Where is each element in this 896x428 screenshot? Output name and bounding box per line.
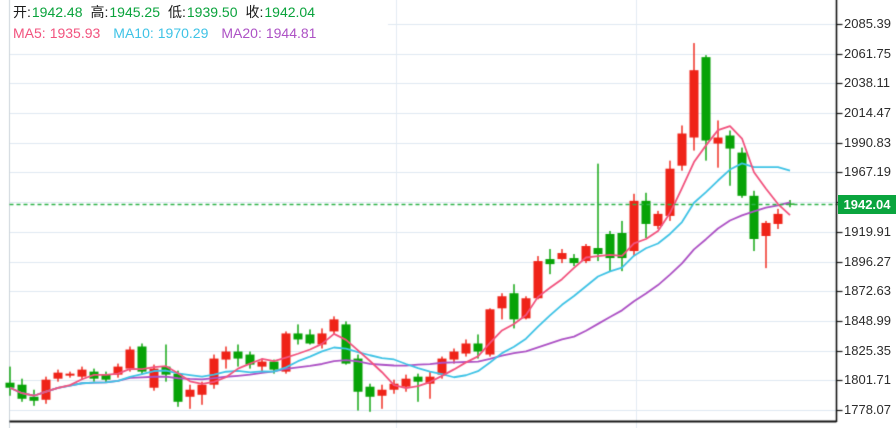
- y-axis-label: 2085.39: [844, 16, 891, 31]
- low-label: 低:: [168, 4, 186, 20]
- ma5-value: 1935.93: [49, 25, 101, 41]
- y-axis-label: 2038.11: [844, 75, 891, 91]
- y-axis-label: 1848.99: [844, 312, 891, 328]
- current-price-tag: 1942.04: [838, 194, 896, 214]
- y-axis-label: 1825.35: [844, 342, 891, 358]
- ohlc-high: 高:1945.25: [91, 3, 161, 21]
- close-label: 收:: [245, 4, 264, 20]
- y-axis-label: 1990.83: [844, 134, 891, 150]
- ma5-legend: MA5: 1935.93: [13, 24, 100, 42]
- ma10-label: MA10:: [113, 25, 154, 41]
- y-axis-label: 2061.75: [844, 45, 891, 61]
- y-axis-label: 2014.47: [844, 105, 891, 121]
- ohlc-low: 低:1939.50: [168, 3, 238, 21]
- ohlc-close: 收:1942.04: [246, 3, 316, 21]
- close-value: 1942.04: [264, 4, 315, 20]
- y-axis-label: 1919.91: [844, 223, 891, 239]
- y-axis-label: 1896.27: [844, 253, 891, 269]
- y-axis-label: 1872.63: [844, 283, 891, 299]
- low-value: 1939.50: [186, 4, 238, 20]
- open-label: 开:: [13, 4, 31, 20]
- ma10-value: 1970.29: [157, 25, 209, 41]
- ma20-value: 1944.81: [265, 25, 317, 41]
- ohlc-summary: 开:1942.48 高:1945.25 低:1939.50 收:1942.04: [13, 3, 315, 21]
- y-axis-label: 1967.19: [844, 164, 891, 180]
- high-value: 1945.25: [109, 4, 160, 20]
- y-axis-label: 1801.71: [844, 372, 891, 388]
- ma20-legend: MA20: 1944.81: [221, 24, 316, 42]
- y-axis-label: 1778.07: [844, 401, 891, 417]
- ma20-label: MA20:: [221, 25, 262, 41]
- ohlc-open: 开:1942.48: [13, 3, 83, 21]
- ma-legend: MA5: 1935.93 MA10: 1970.29 MA20: 1944.81: [13, 24, 316, 42]
- ma5-label: MA5:: [13, 25, 46, 41]
- ma10-legend: MA10: 1970.29: [113, 24, 208, 42]
- high-label: 高:: [90, 4, 109, 20]
- open-value: 1942.48: [31, 4, 83, 20]
